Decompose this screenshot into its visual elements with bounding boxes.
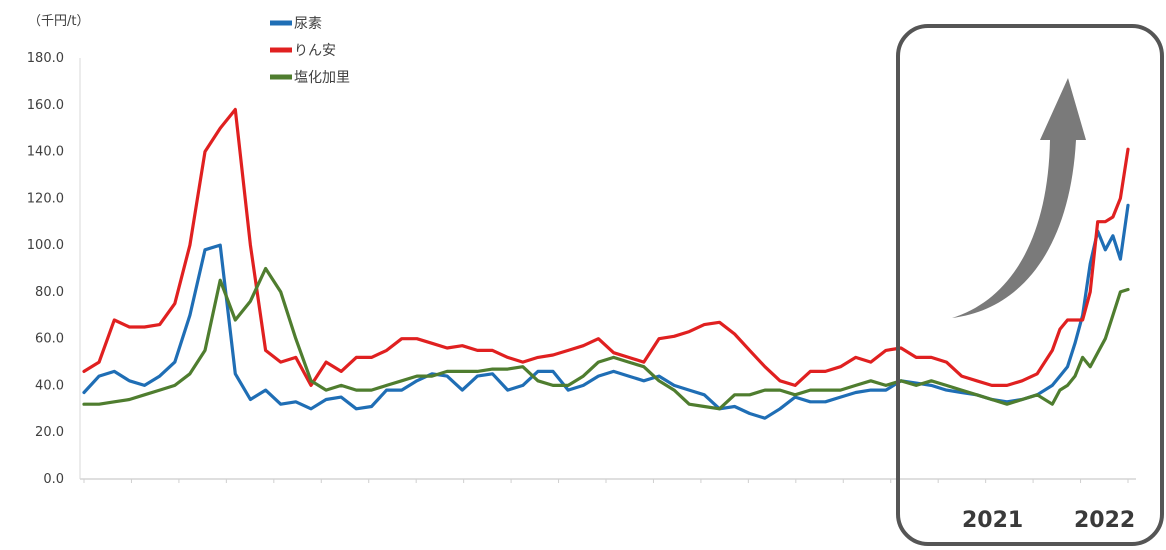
y-axis: 0.0 20.0 40.0 60.0 80.0 100.0 120.0 140.0 160.0 1… (27, 51, 64, 487)
y-tick-label: 0.0 (43, 472, 64, 487)
series-lines (82, 107, 1130, 420)
legend-item-urea: 尿素 (270, 16, 322, 32)
legend-item-ammonium-phosphate: りん安 (270, 43, 336, 59)
legend-label-ammonium-phosphate: りん安 (294, 43, 336, 59)
year-label-2021: 2021 (962, 508, 1023, 533)
y-tick-label: 180.0 (27, 51, 64, 66)
rising-arrow-icon (952, 78, 1086, 318)
unit-label: （千円/t） (28, 14, 89, 29)
y-tick-label: 40.0 (35, 378, 64, 393)
y-tick-label: 140.0 (27, 145, 64, 160)
y-tick-label: 120.0 (27, 191, 64, 206)
legend-item-potassium-chloride: 塩化加里 (270, 70, 350, 86)
y-tick-label: 20.0 (35, 425, 64, 440)
highlight-box (896, 24, 1164, 546)
series-line-ammonium-phosphate (82, 107, 1130, 387)
legend: 尿素 りん安 塩化加里 (270, 16, 350, 86)
y-tick-label: 100.0 (27, 238, 64, 253)
legend-label-urea: 尿素 (294, 16, 322, 32)
y-tick-label: 80.0 (35, 285, 64, 300)
series-line-potassium-chloride (82, 266, 1130, 411)
y-tick-label: 160.0 (27, 98, 64, 113)
y-tick-label: 60.0 (35, 332, 64, 347)
year-label-2022: 2022 (1074, 508, 1135, 533)
legend-label-potassium-chloride: 塩化加里 (294, 70, 350, 86)
x-axis-ticks (83, 479, 1129, 483)
